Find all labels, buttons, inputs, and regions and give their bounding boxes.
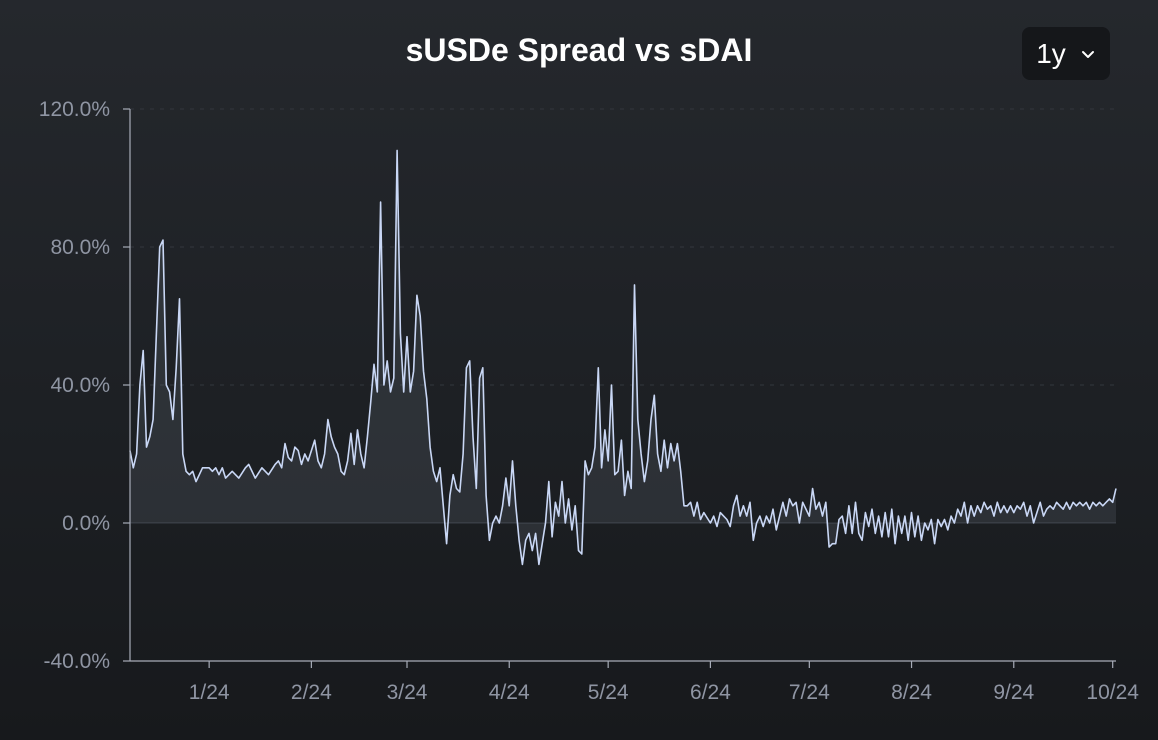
x-tick-label: 9/24 [993,681,1034,704]
x-tick-label: 8/24 [891,681,932,704]
y-tick-label: 0.0% [62,512,110,535]
spread-area [130,150,1116,565]
y-tick-label: 80.0% [50,236,110,259]
gridlines [130,108,1116,524]
time-range-value: 1y [1036,37,1066,69]
time-range-dropdown[interactable]: 1y [1022,27,1110,80]
chart-title: sUSDe Spread vs sDAI [405,32,753,68]
x-tick-label: 2/24 [291,681,332,704]
x-axis-ticks: 1/24 2/24 3/24 4/24 5/24 6/24 7/24 8/24 9/24 10/2… [189,661,1139,704]
x-tick-label: 10/24 [1086,681,1139,704]
x-tick-label: 4/24 [489,681,530,704]
y-axis-ticks: 120.0% 80.0% 40.0% 0.0% -40.0% [39,98,130,673]
y-tick-label: -40.0% [43,650,110,673]
spread-line [129,149,1117,566]
x-tick-label: 1/24 [189,681,230,704]
x-tick-label: 7/24 [789,681,830,704]
x-tick-label: 3/24 [387,681,428,704]
chevron-down-icon [1081,50,1094,58]
x-tick-label: 5/24 [588,681,629,704]
x-tick-label: 6/24 [690,681,731,704]
y-tick-label: 120.0% [39,98,110,121]
y-tick-label: 40.0% [50,374,110,397]
